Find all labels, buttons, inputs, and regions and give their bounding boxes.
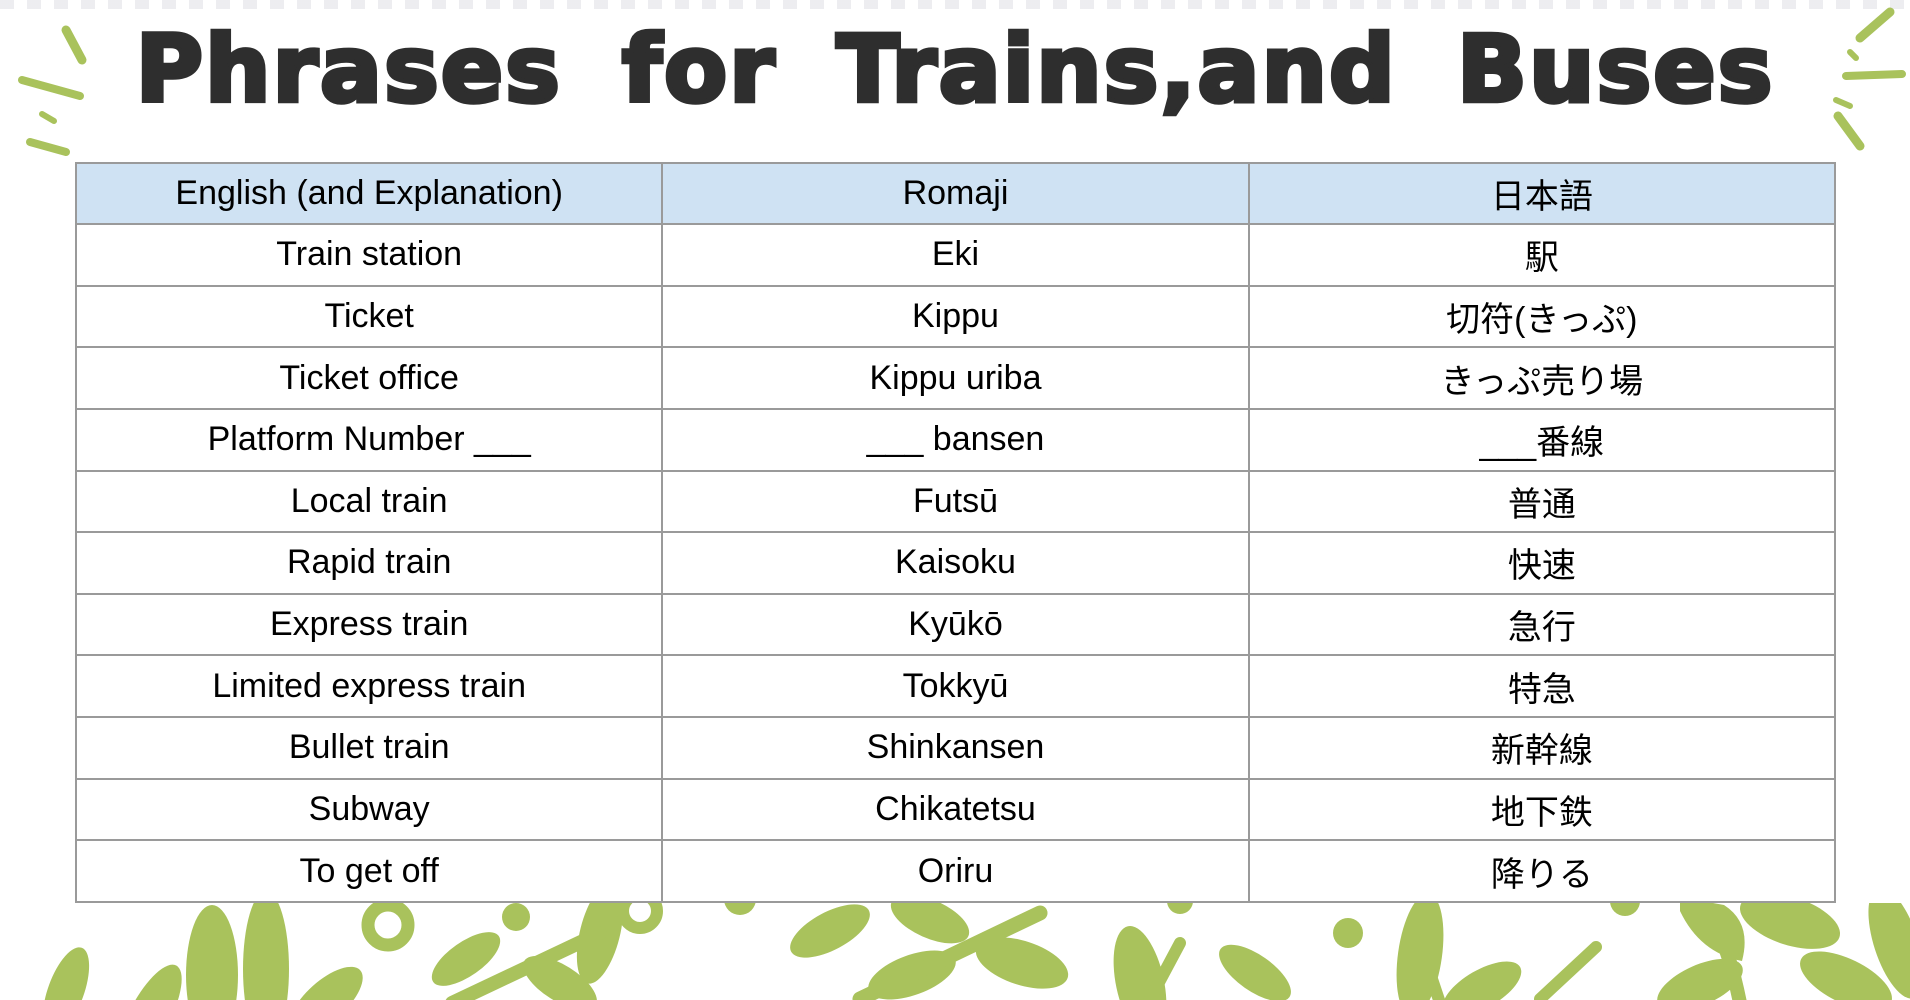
cell-english: Limited express train (74, 654, 664, 718)
table-row: Ticket Kippu 切符(きっぷ) (74, 284, 1837, 349)
table-body: Train station Eki 駅 Ticket Kippu 切符(きっぷ)… (74, 223, 1837, 903)
cell-romaji: Chikatetsu (661, 777, 1250, 842)
cell-romaji: Futsū (661, 469, 1250, 534)
cell-english: Platform Number ___ (74, 407, 664, 472)
cell-japanese: 切符(きっぷ) (1247, 284, 1837, 349)
table-row: Rapid train Kaisoku 快速 (74, 531, 1837, 595)
column-header-english: English (and Explanation) (74, 162, 664, 225)
cell-romaji: Kaisoku (661, 531, 1250, 595)
cell-english: Express train (74, 592, 664, 657)
cell-japanese: ___番線 (1247, 407, 1837, 472)
cell-japanese: 新幹線 (1247, 716, 1837, 780)
phrase-table: English (and Explanation) Romaji 日本語 Tra… (74, 162, 1837, 903)
table-row: Ticket office Kippu uriba きっぷ売り場 (74, 346, 1837, 410)
table-header-row: English (and Explanation) Romaji 日本語 (74, 162, 1837, 225)
cell-romaji: Tokkyū (661, 654, 1250, 718)
table-row: Limited express train Tokkyū 特急 (74, 654, 1837, 718)
cell-japanese: 地下鉄 (1247, 777, 1837, 842)
cell-english: To get off (74, 839, 664, 903)
table-row: Bullet train Shinkansen 新幹線 (74, 716, 1837, 780)
column-header-romaji: Romaji (661, 162, 1250, 225)
cell-english: Train station (74, 223, 664, 287)
cell-japanese: 急行 (1247, 592, 1837, 657)
cell-romaji: ___ bansen (661, 407, 1250, 472)
cell-japanese: きっぷ売り場 (1247, 346, 1837, 410)
table-row: To get off Oriru 降りる (74, 839, 1837, 903)
column-header-japanese: 日本語 (1247, 162, 1837, 225)
leaf-vines-decoration (42, 903, 1910, 1000)
cell-english: Subway (74, 777, 664, 842)
cell-english: Ticket (74, 284, 664, 349)
table-row: Train station Eki 駅 (74, 223, 1837, 287)
cell-romaji: Kippu uriba (661, 346, 1250, 410)
cell-english: Ticket office (74, 346, 664, 410)
cell-english: Local train (74, 469, 664, 534)
cell-japanese: 駅 (1247, 223, 1837, 287)
cell-english: Bullet train (74, 716, 664, 780)
table-row: Platform Number ___ ___ bansen ___番線 (74, 407, 1837, 472)
cell-romaji: Eki (661, 223, 1250, 287)
cell-japanese: 普通 (1247, 469, 1837, 534)
page-title: Phrases for Trains,and Buses (133, 14, 1775, 125)
cell-romaji: Shinkansen (661, 716, 1250, 780)
film-strip-decoration (0, 0, 1910, 9)
table-row: Express train Kyūkō 急行 (74, 592, 1837, 657)
table-row: Subway Chikatetsu 地下鉄 (74, 777, 1837, 842)
cell-romaji: Kippu (661, 284, 1250, 349)
cell-japanese: 快速 (1247, 531, 1837, 595)
cell-romaji: Oriru (661, 839, 1250, 903)
cell-japanese: 降りる (1247, 839, 1837, 903)
table-row: Local train Futsū 普通 (74, 469, 1837, 534)
cell-english: Rapid train (74, 531, 664, 595)
table-header: English (and Explanation) Romaji 日本語 (74, 162, 1837, 225)
cell-romaji: Kyūkō (661, 592, 1250, 657)
cell-japanese: 特急 (1247, 654, 1837, 718)
